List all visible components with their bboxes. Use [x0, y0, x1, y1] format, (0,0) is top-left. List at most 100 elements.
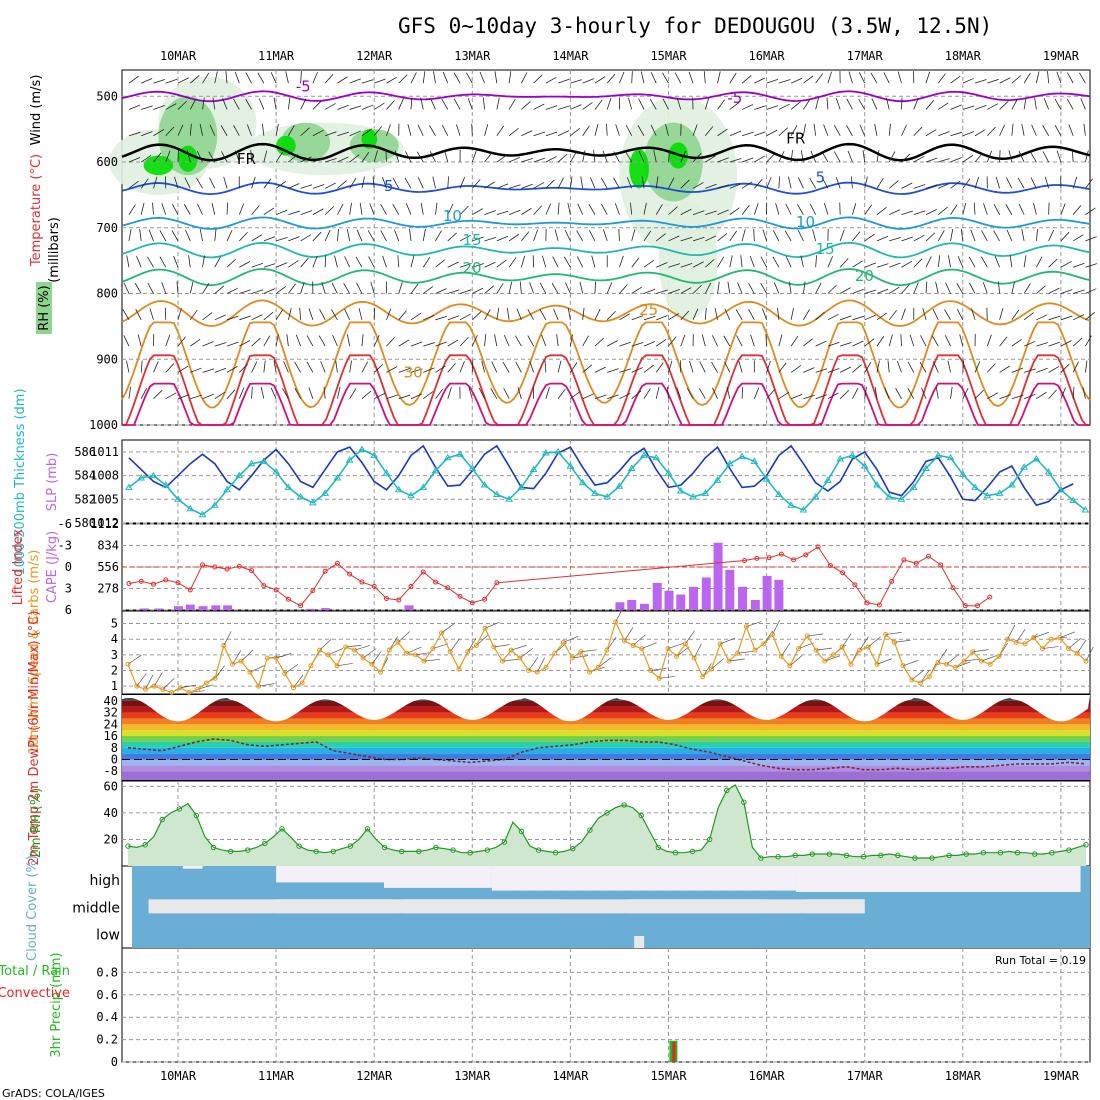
wind-barb — [619, 71, 625, 84]
wind-barb — [741, 204, 750, 215]
temp-band — [122, 718, 1090, 725]
wind-barb — [835, 176, 841, 189]
lifted-index-point — [913, 560, 919, 566]
y-tick-label-left: 580 — [74, 516, 96, 530]
wind-barb — [689, 360, 694, 373]
wind-barb — [938, 206, 948, 215]
thickness-marker — [811, 492, 820, 500]
wind-barb — [680, 208, 692, 215]
wind-barb — [153, 176, 158, 189]
x-tick-label-top: 10MAR — [160, 49, 197, 63]
wind-barb — [913, 234, 925, 242]
wind-barb — [405, 151, 412, 163]
wind-barb — [815, 368, 828, 373]
y-tick-label-left: 586 — [74, 445, 96, 459]
wind-barb — [273, 97, 277, 110]
temp-band — [122, 724, 1090, 731]
x-tick-label-bottom: 13MAR — [454, 1069, 491, 1083]
wind-barb — [1023, 72, 1031, 84]
wind-barb — [907, 388, 915, 399]
temp-band — [122, 747, 1090, 754]
y-tick-label: 0 — [111, 1055, 118, 1069]
wind-barb — [594, 124, 599, 136]
wind-barb — [821, 177, 829, 189]
wind-barb — [741, 181, 753, 189]
wind-barb — [839, 287, 851, 294]
wind-barb — [406, 646, 422, 654]
wind-barb — [913, 258, 923, 268]
temp-band — [122, 765, 1090, 772]
wind-barb — [594, 281, 597, 294]
contour-label: 25 — [639, 301, 658, 319]
wind-barb — [484, 210, 496, 216]
wind-barb — [803, 309, 810, 321]
wind-barb — [589, 230, 596, 242]
wind-barb — [520, 72, 528, 84]
wind-barb — [607, 394, 619, 400]
wind-barb — [165, 150, 171, 163]
wind-barb — [162, 677, 175, 690]
wind-barb — [565, 282, 571, 294]
wind-barb — [740, 255, 743, 268]
wind-barb — [753, 203, 759, 215]
wind-speed-point — [543, 664, 549, 670]
wind-barb — [1011, 309, 1020, 321]
wind-barb — [729, 72, 737, 84]
wind-barb — [876, 336, 885, 347]
wind-barb — [1073, 262, 1085, 268]
wind-barb — [606, 282, 613, 294]
wind-barb — [693, 643, 702, 659]
wind-barb — [226, 389, 236, 399]
wind-barb — [796, 204, 804, 215]
wind-barb — [165, 78, 178, 84]
wind-speed-point — [1031, 635, 1037, 641]
wind-barb — [558, 78, 570, 84]
wind-barb — [762, 308, 767, 320]
wind-barb — [925, 71, 931, 84]
wind-barb — [508, 98, 516, 110]
wind-barb — [901, 124, 907, 136]
wind-barb — [643, 315, 656, 321]
wind-barb — [494, 334, 498, 347]
wind-barb — [139, 228, 142, 241]
wind-barb — [563, 256, 571, 268]
wind-barb — [386, 100, 395, 110]
wind-barb — [346, 334, 351, 347]
wind-barb — [135, 308, 142, 320]
wind-barb — [361, 176, 365, 189]
wind-barb — [374, 78, 386, 84]
cape-bar — [713, 542, 723, 610]
wind-barb — [515, 361, 522, 373]
wind-barb — [1085, 335, 1092, 347]
wind-barb — [1036, 314, 1048, 321]
wind-barb — [552, 256, 559, 268]
wind-barb — [1048, 389, 1057, 399]
wind-barb — [239, 315, 251, 321]
wind-barb — [800, 255, 804, 268]
wind-barb — [705, 183, 717, 189]
wind-speed-point — [378, 669, 384, 675]
wind-barb — [1072, 205, 1082, 215]
wind-barb — [680, 150, 686, 163]
wind-barb — [318, 335, 326, 347]
wind-barb — [618, 228, 620, 241]
wind-speed-point — [151, 683, 157, 689]
wind-barb — [165, 334, 171, 347]
lifted-index-point — [322, 568, 328, 574]
wind-speed-point — [465, 649, 471, 655]
wind-barb — [1023, 255, 1027, 268]
x-tick-label-top: 11MAR — [258, 49, 295, 63]
wind-barb — [959, 334, 964, 347]
wind-barb — [283, 361, 289, 373]
wind-barb — [420, 97, 424, 110]
wind-barb — [545, 156, 557, 163]
wind-barb — [410, 255, 415, 268]
wind-barb — [1021, 123, 1025, 136]
wind-barb — [987, 103, 999, 110]
wind-barb — [141, 77, 153, 84]
contour-label: -5 — [727, 89, 742, 107]
wind-barb — [202, 312, 213, 321]
wind-barb — [662, 72, 669, 84]
cape-bar — [306, 608, 316, 610]
wind-barb — [885, 97, 890, 110]
